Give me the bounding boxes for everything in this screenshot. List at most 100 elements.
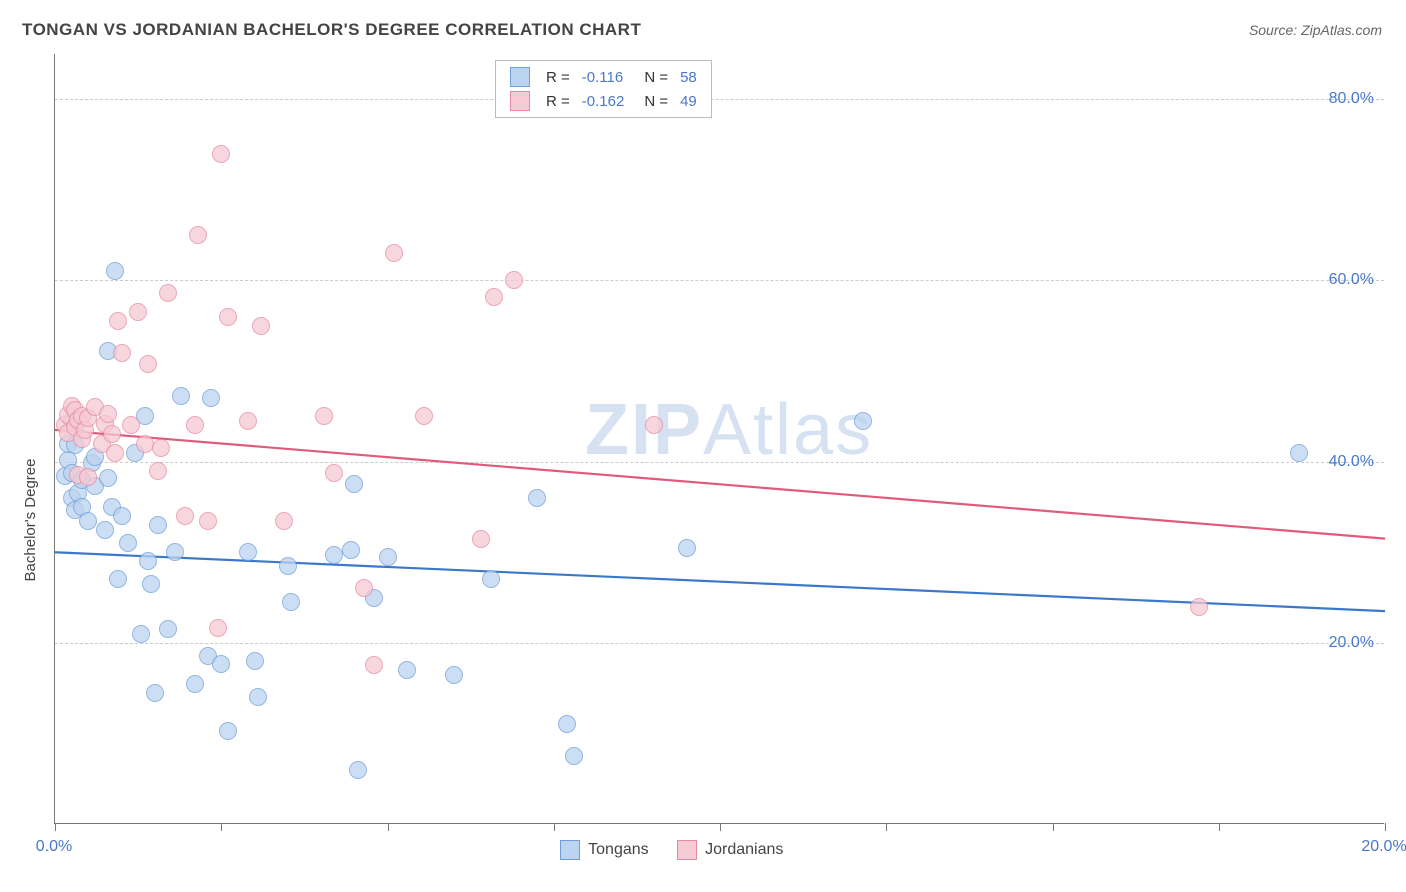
scatter-point [149, 516, 167, 534]
scatter-point [146, 684, 164, 702]
scatter-point [482, 570, 500, 588]
legend-swatch [560, 840, 580, 860]
scatter-point [189, 226, 207, 244]
regression-line [55, 430, 1385, 539]
scatter-point [139, 552, 157, 570]
x-tick [55, 823, 56, 831]
scatter-point [275, 512, 293, 530]
regression-lines [55, 54, 1385, 824]
scatter-point [159, 620, 177, 638]
scatter-point [122, 416, 140, 434]
scatter-point [172, 387, 190, 405]
scatter-point [415, 407, 433, 425]
scatter-point [315, 407, 333, 425]
scatter-point [355, 579, 373, 597]
source-credit: Source: ZipAtlas.com [1249, 22, 1382, 38]
scatter-point [136, 435, 154, 453]
scatter-point [1290, 444, 1308, 462]
scatter-point [279, 557, 297, 575]
scatter-point [209, 619, 227, 637]
scatter-point [485, 288, 503, 306]
scatter-point [249, 688, 267, 706]
y-axis-label: Bachelor's Degree [22, 459, 39, 582]
scatter-point [139, 355, 157, 373]
scatter-point [212, 655, 230, 673]
scatter-point [109, 312, 127, 330]
scatter-point [199, 512, 217, 530]
scatter-point [398, 661, 416, 679]
scatter-point [132, 625, 150, 643]
scatter-point [186, 416, 204, 434]
scatter-point [1190, 598, 1208, 616]
x-tick [720, 823, 721, 831]
scatter-point [106, 444, 124, 462]
scatter-point [99, 405, 117, 423]
chart-title: TONGAN VS JORDANIAN BACHELOR'S DEGREE CO… [22, 20, 641, 40]
x-tick-label: 0.0% [36, 838, 72, 856]
scatter-point [176, 507, 194, 525]
scatter-point [202, 389, 220, 407]
scatter-point [854, 412, 872, 430]
legend-bottom: Tongans Jordanians [560, 840, 811, 860]
chart-container: TONGAN VS JORDANIAN BACHELOR'S DEGREE CO… [0, 0, 1406, 892]
legend-stats: R =-0.116N =58R =-0.162N =49 [495, 60, 712, 118]
x-tick [1219, 823, 1220, 831]
scatter-point [325, 464, 343, 482]
legend-label: Jordanians [705, 841, 783, 858]
scatter-point [79, 468, 97, 486]
scatter-point [246, 652, 264, 670]
scatter-point [349, 761, 367, 779]
legend-swatch [677, 840, 697, 860]
scatter-point [219, 308, 237, 326]
scatter-point [445, 666, 463, 684]
scatter-point [159, 284, 177, 302]
scatter-point [252, 317, 270, 335]
x-tick [554, 823, 555, 831]
scatter-point [212, 145, 230, 163]
scatter-point [113, 344, 131, 362]
scatter-point [106, 262, 124, 280]
x-tick [886, 823, 887, 831]
regression-line [55, 552, 1385, 611]
scatter-point [365, 656, 383, 674]
scatter-point [103, 425, 121, 443]
plot-area: 20.0%40.0%60.0%80.0%ZIPAtlasR =-0.116N =… [54, 54, 1384, 824]
scatter-point [152, 439, 170, 457]
scatter-point [149, 462, 167, 480]
scatter-point [565, 747, 583, 765]
scatter-point [342, 541, 360, 559]
x-tick [221, 823, 222, 831]
scatter-point [282, 593, 300, 611]
scatter-point [325, 546, 343, 564]
scatter-point [385, 244, 403, 262]
scatter-point [99, 469, 117, 487]
scatter-point [379, 548, 397, 566]
scatter-point [142, 575, 160, 593]
scatter-point [129, 303, 147, 321]
scatter-point [528, 489, 546, 507]
scatter-point [505, 271, 523, 289]
scatter-point [113, 507, 131, 525]
legend-swatch [510, 91, 530, 111]
scatter-point [678, 539, 696, 557]
scatter-point [96, 521, 114, 539]
legend-label: Tongans [588, 841, 649, 858]
scatter-point [472, 530, 490, 548]
scatter-point [109, 570, 127, 588]
scatter-point [219, 722, 237, 740]
scatter-point [166, 543, 184, 561]
x-tick [1053, 823, 1054, 831]
x-tick-label: 20.0% [1361, 838, 1406, 856]
scatter-point [119, 534, 137, 552]
scatter-point [79, 512, 97, 530]
legend-item: Jordanians [677, 840, 784, 860]
x-tick [388, 823, 389, 831]
scatter-point [186, 675, 204, 693]
scatter-point [239, 412, 257, 430]
scatter-point [558, 715, 576, 733]
scatter-point [345, 475, 363, 493]
scatter-point [645, 416, 663, 434]
x-tick [1385, 823, 1386, 831]
scatter-point [239, 543, 257, 561]
legend-item: Tongans [560, 840, 649, 860]
